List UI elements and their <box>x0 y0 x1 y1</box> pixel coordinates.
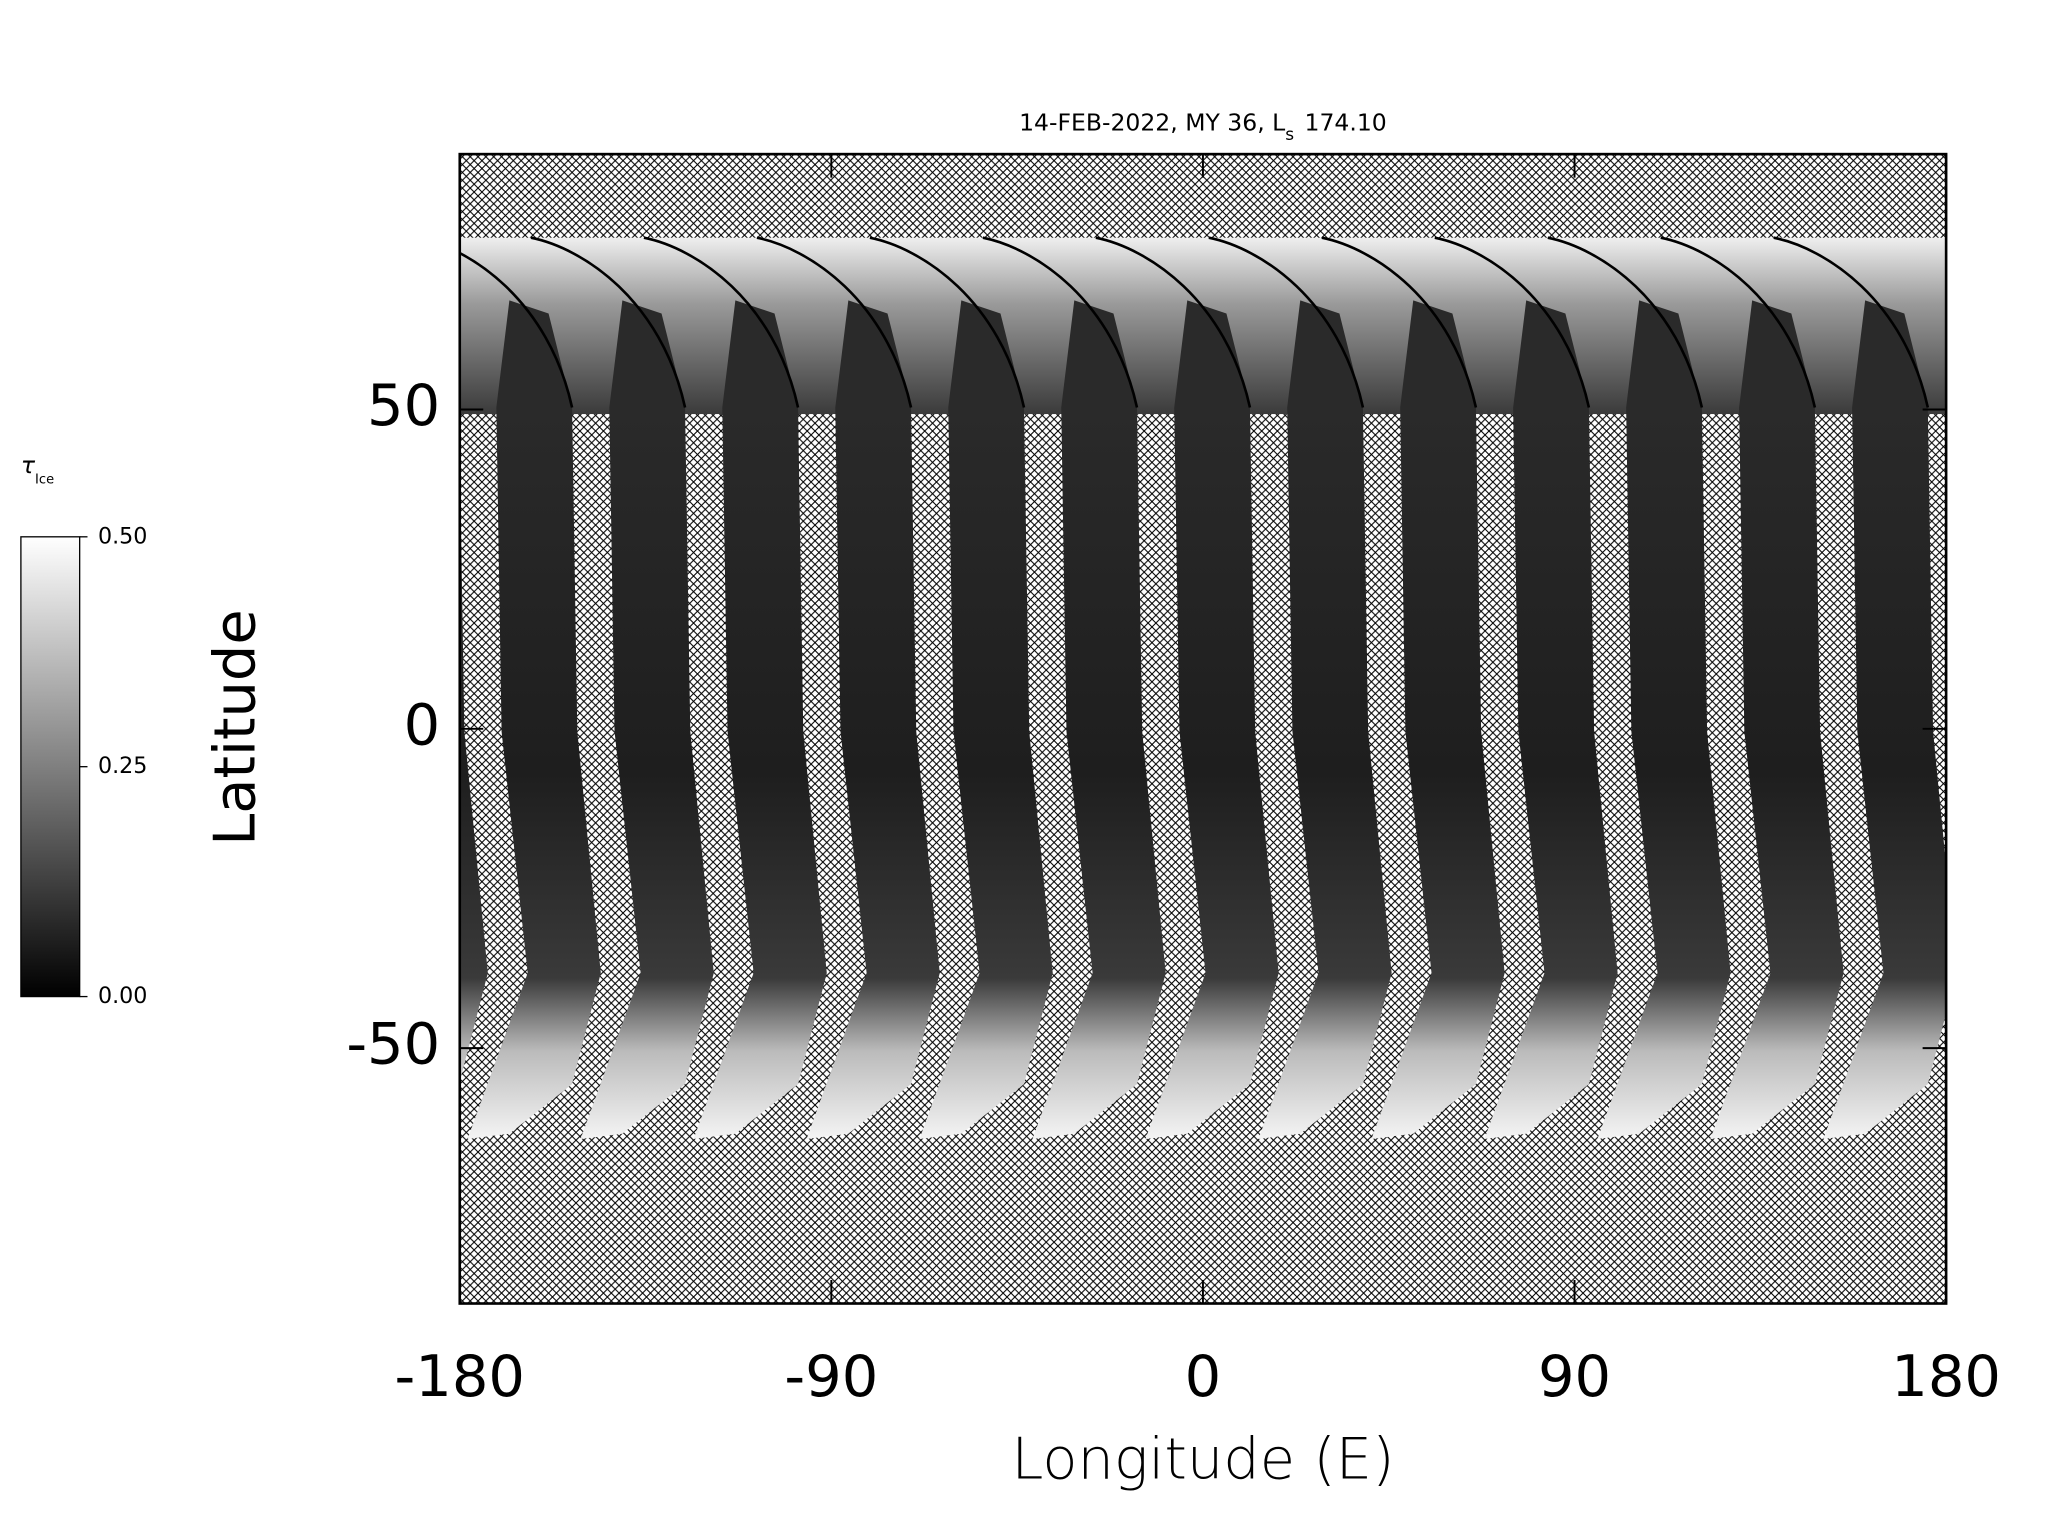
swath-edge <box>1208 236 1365 408</box>
swath-edge <box>1547 236 1704 408</box>
y-tick-label: 50 <box>367 372 440 439</box>
swath <box>1258 300 1392 1139</box>
swath-edge <box>1434 236 1591 408</box>
swath <box>1710 300 1844 1139</box>
swath-edge <box>869 236 1026 408</box>
colorbar-tick-label: 0.25 <box>98 753 147 779</box>
colorbar-label-subscript: Ice <box>35 472 54 487</box>
colorbar-tick-label: 0.00 <box>98 983 147 1009</box>
x-tick-label: -180 <box>395 1343 525 1410</box>
x-axis-label: Longitude (E) <box>1011 1425 1394 1492</box>
colorbar-label: τIce <box>21 451 54 487</box>
swath-edge <box>459 251 574 408</box>
y-axis-label: Latitude <box>202 609 269 845</box>
swath <box>1371 300 1505 1139</box>
swath <box>1823 300 1947 1139</box>
x-tick-label: 180 <box>1891 1343 2001 1410</box>
swath <box>1484 300 1618 1139</box>
title-subscript: s <box>1285 125 1294 145</box>
swath-edge <box>982 236 1139 408</box>
colorbar-label-symbol: τ <box>21 451 36 479</box>
x-tick-label: 0 <box>1185 1343 1222 1410</box>
swaths <box>459 236 1947 1139</box>
swath <box>1145 300 1279 1139</box>
swath <box>693 300 827 1139</box>
title-text: 14-FEB-2022, MY 36, L <box>1019 109 1285 137</box>
swath-edge <box>643 236 800 408</box>
y-tick-label: 0 <box>404 691 441 758</box>
y-tick-label: -50 <box>346 1011 440 1078</box>
swath-edge <box>1321 236 1478 408</box>
swath-edge <box>1095 236 1252 408</box>
swath <box>919 300 1053 1139</box>
swath-edge <box>1773 236 1930 408</box>
swath <box>467 300 601 1139</box>
title-value: 174.10 <box>1305 109 1387 137</box>
swath-edge <box>530 236 687 408</box>
swath <box>1597 300 1731 1139</box>
swath-edge <box>756 236 913 408</box>
swath <box>806 300 940 1139</box>
chart-title: 14-FEB-2022, MY 36, Ls 174.10 <box>1019 109 1387 145</box>
swath <box>580 300 714 1139</box>
colorbar-tick-label: 0.50 <box>98 523 147 549</box>
colorbar <box>20 536 81 998</box>
swath <box>1032 300 1166 1139</box>
swath <box>459 447 488 1082</box>
x-tick-label: -90 <box>784 1343 878 1410</box>
x-tick-label: 90 <box>1538 1343 1611 1410</box>
swath-edge <box>1660 236 1817 408</box>
